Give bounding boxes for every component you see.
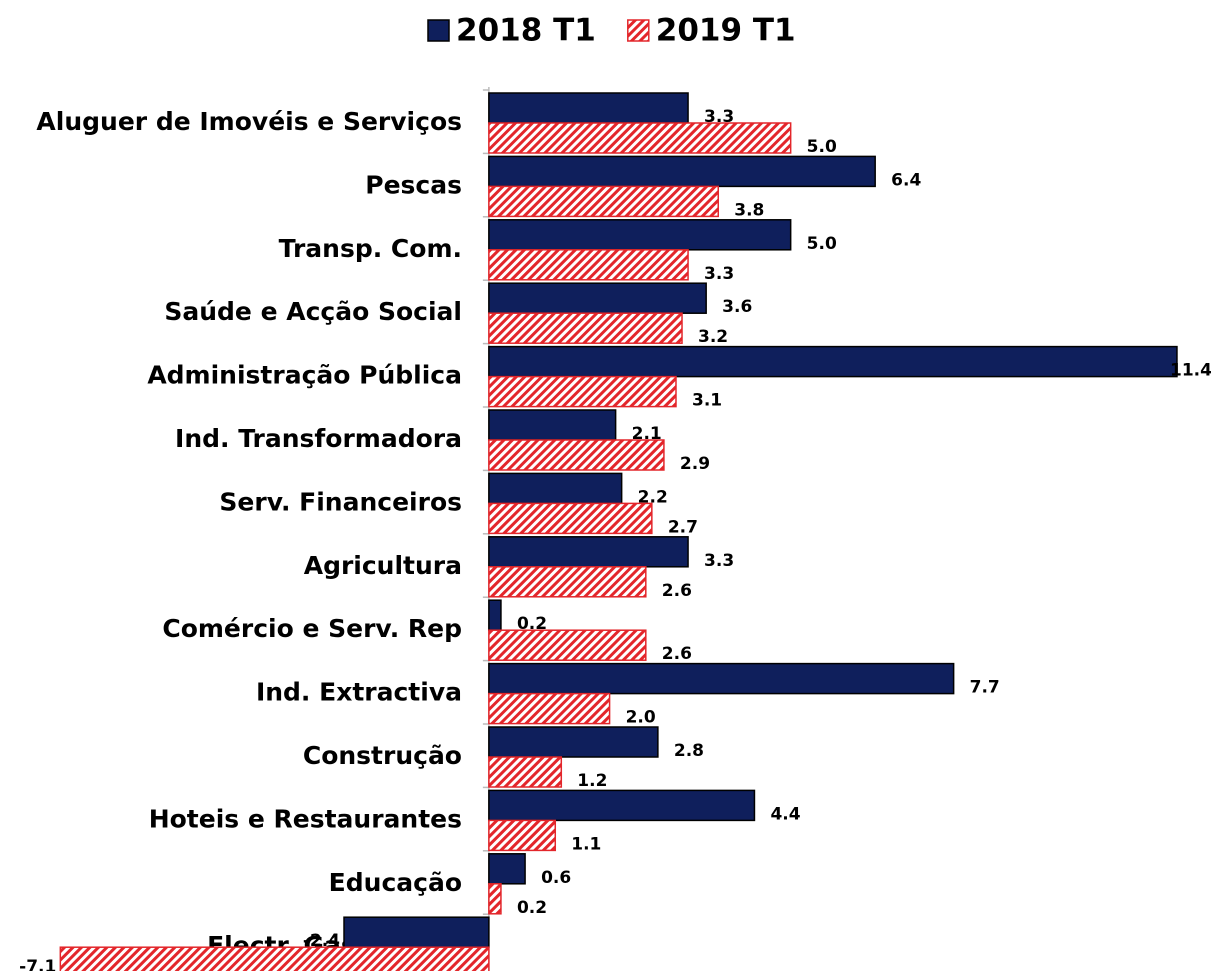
value-label: 5.0 — [807, 234, 837, 254]
value-label: 6.4 — [891, 170, 921, 190]
category-label: Hoteis e Restaurantes — [149, 804, 462, 833]
bar — [488, 662, 955, 695]
bar — [488, 249, 689, 281]
bar — [488, 819, 557, 852]
bar — [488, 789, 756, 822]
bar — [488, 282, 707, 314]
value-label: 5.0 — [807, 137, 837, 157]
value-label: 0.6 — [541, 868, 571, 888]
legend-swatch — [427, 19, 450, 42]
bar — [488, 726, 659, 758]
bar — [488, 853, 526, 885]
category-label: Construção — [303, 741, 462, 770]
bar — [59, 946, 490, 971]
legend-swatch — [627, 19, 650, 42]
bar — [488, 92, 689, 124]
bar — [488, 122, 792, 154]
value-label: 3.2 — [698, 327, 728, 347]
value-label: 3.6 — [722, 297, 752, 317]
category-label: Transp. Com. — [279, 234, 462, 263]
category-label: Administração Pública — [147, 361, 462, 390]
bar — [488, 439, 665, 471]
value-label: 2.6 — [662, 581, 692, 601]
bar — [488, 883, 502, 915]
value-label: 7.7 — [970, 678, 1000, 698]
bar — [488, 312, 683, 344]
bar — [488, 185, 719, 218]
category-label: Pescas — [365, 170, 462, 199]
value-label: 3.8 — [734, 200, 764, 220]
bar — [488, 219, 792, 251]
value-label: 2.0 — [626, 708, 656, 728]
category-label: Aluguer de Imovéis e Serviços — [36, 107, 462, 136]
category-label: Agricultura — [304, 551, 462, 580]
bar — [488, 599, 502, 631]
legend: 2018 T1 2019 T1 — [427, 13, 796, 49]
value-label: 2.7 — [668, 517, 698, 537]
value-label: 2.6 — [662, 644, 692, 664]
value-label: 3.3 — [704, 107, 734, 127]
value-label: -2.4 — [303, 931, 340, 951]
legend-label: 2019 T1 — [656, 13, 796, 49]
category-label: Educação — [329, 868, 462, 897]
category-label: Serv. Financeiros — [219, 487, 462, 516]
value-label: 2.9 — [680, 454, 710, 474]
bar — [488, 692, 611, 725]
value-label: 2.8 — [674, 741, 704, 761]
bar — [488, 472, 623, 505]
bar — [488, 756, 563, 788]
bar — [488, 155, 876, 188]
category-label: Comércio e Serv. Rep — [162, 614, 462, 643]
bar — [488, 629, 647, 661]
bar — [488, 502, 653, 535]
value-label: 3.3 — [704, 264, 734, 284]
value-label: 3.3 — [704, 551, 734, 571]
value-label: -7.1 — [19, 957, 56, 971]
value-label: 0.2 — [517, 898, 547, 918]
category-label: Ind. Extractiva — [256, 678, 462, 707]
value-label: 4.4 — [770, 804, 800, 824]
value-label: 3.1 — [692, 391, 722, 411]
bar — [488, 409, 617, 441]
bar — [488, 566, 647, 598]
value-label: 1.1 — [571, 834, 601, 854]
bar — [488, 375, 677, 408]
category-label: Saúde e Acção Social — [164, 297, 462, 326]
bar — [343, 916, 490, 948]
bar — [488, 536, 689, 568]
value-label: 0.2 — [517, 614, 547, 634]
value-label: 1.2 — [577, 771, 607, 791]
bar — [488, 345, 1178, 378]
category-label: Ind. Transformadora — [175, 424, 462, 453]
legend-label: 2018 T1 — [456, 13, 596, 49]
value-label: 2.1 — [632, 424, 662, 444]
value-label: 11.4 — [1170, 361, 1211, 381]
value-label: 2.2 — [638, 487, 668, 507]
